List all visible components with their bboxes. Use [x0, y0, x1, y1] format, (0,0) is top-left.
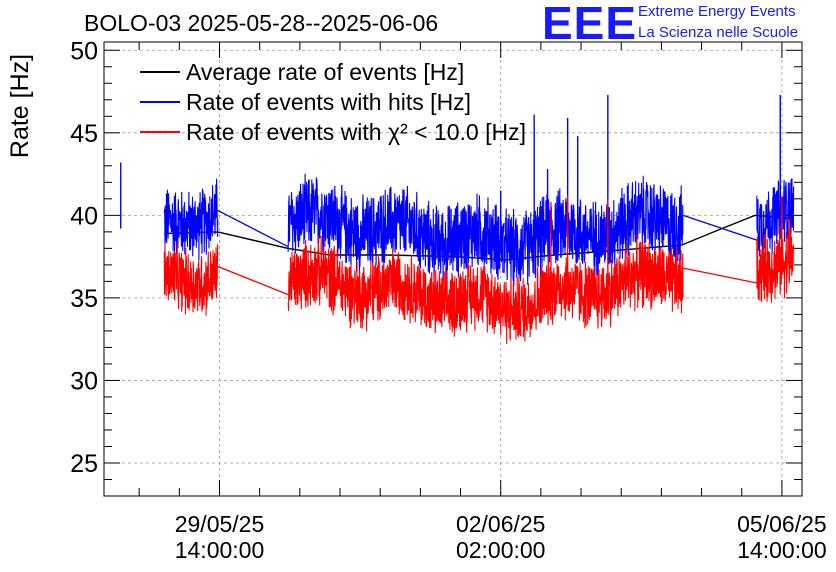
- legend: Average rate of events [Hz] Rate of event…: [140, 59, 526, 145]
- chart-title: BOLO-03 2025-05-28--2025-06-06: [84, 10, 439, 36]
- series-line-segment: [287, 173, 505, 283]
- series-connector: [217, 265, 289, 296]
- eee-logo: EEE: [542, 0, 638, 49]
- series-connector: [217, 209, 289, 248]
- logo-line-1: Extreme Energy Events: [638, 3, 796, 20]
- x-tick-label-date: 02/06/25: [456, 511, 546, 537]
- legend-label: Rate of events with χ² < 10.0 [Hz]: [186, 119, 526, 145]
- y-tick-label: 40: [70, 202, 98, 230]
- logo-line-2: La Scienza nelle Scuole: [638, 24, 799, 41]
- plot-frame: [103, 41, 803, 497]
- series-line-segment: [163, 178, 219, 261]
- y-tick-label: 25: [70, 450, 98, 478]
- y-tick-label: 35: [70, 285, 98, 313]
- series-line-segment: [503, 233, 684, 345]
- x-tick-label-time: 14:00:00: [175, 537, 265, 563]
- axis-tick-labels: 25303540455029/05/2514:00:0002/06/2502:0…: [70, 37, 826, 563]
- y-tick-label: 45: [70, 120, 98, 148]
- axis-ticks: [104, 42, 802, 497]
- series-group: [120, 94, 795, 345]
- x-tick-label-time: 02:00:00: [456, 537, 546, 563]
- x-tick-label-date: 29/05/25: [175, 511, 265, 537]
- series-line-segment: [163, 241, 219, 316]
- legend-label: Average rate of events [Hz]: [186, 59, 464, 85]
- legend-label: Rate of events with hits [Hz]: [186, 89, 471, 115]
- y-tick-label: 50: [70, 37, 98, 65]
- series-connector: [682, 214, 758, 241]
- y-tick-label: 30: [70, 367, 98, 395]
- series-line-segment: [756, 226, 795, 303]
- series-connector: [683, 267, 757, 284]
- series-line-segment: [287, 235, 505, 337]
- x-tick-label-time: 14:00:00: [737, 537, 827, 563]
- y-axis-label: Rate [Hz]: [6, 54, 34, 158]
- x-tick-label-date: 05/06/25: [737, 511, 827, 537]
- plot-series: [120, 94, 795, 345]
